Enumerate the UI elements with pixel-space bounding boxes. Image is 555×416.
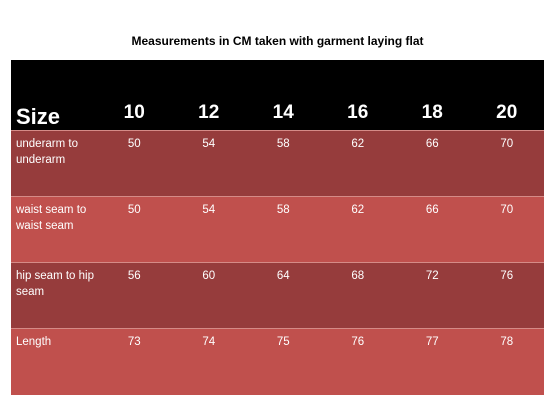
table-cell: 50 (97, 195, 172, 262)
table-cell: 50 (97, 129, 172, 196)
row-label: hip seam to hip seam (11, 261, 97, 328)
table-cell: 58 (246, 129, 321, 196)
table-cell: 56 (97, 261, 172, 328)
table-cell: 62 (320, 129, 395, 196)
table-row: Length 73 74 75 76 77 78 (11, 327, 544, 395)
row-label: Length (11, 327, 97, 395)
table-cell: 68 (320, 261, 395, 328)
table-row: underarm to underarm 50 54 58 62 66 70 (11, 129, 544, 196)
size-chart-table: Size 10 12 14 16 18 20 underarm to under… (11, 60, 544, 395)
table-cell: 75 (246, 327, 321, 395)
table-cell: 76 (469, 261, 544, 328)
table-cell: 66 (395, 195, 470, 262)
table-row: hip seam to hip seam 56 60 64 68 72 76 (11, 261, 544, 328)
table-cell: 76 (320, 327, 395, 395)
table-row: waist seam to waist seam 50 54 58 62 66 … (11, 195, 544, 262)
table-cell: 78 (469, 327, 544, 395)
table-cell: 60 (171, 261, 246, 328)
size-column-header: 18 (421, 101, 443, 123)
size-header-label: Size (16, 103, 61, 129)
table-cell: 70 (469, 129, 544, 196)
table-header-row: Size 10 12 14 16 18 20 (11, 60, 544, 130)
table-cell: 54 (171, 129, 246, 196)
size-column-header: 12 (198, 101, 220, 123)
table-cell: 64 (246, 261, 321, 328)
size-column-header: 10 (123, 101, 145, 123)
table-cell: 73 (97, 327, 172, 395)
table-cell: 70 (469, 195, 544, 262)
table-cell: 74 (171, 327, 246, 395)
size-column-header: 16 (347, 101, 369, 123)
table-cell: 72 (395, 261, 470, 328)
row-label: underarm to underarm (11, 129, 97, 196)
table-cell: 62 (320, 195, 395, 262)
page-title: Measurements in CM taken with garment la… (131, 34, 424, 48)
size-column-header: 14 (272, 101, 294, 123)
table-cell: 66 (395, 129, 470, 196)
size-column-header: 20 (496, 101, 518, 123)
row-label: waist seam to waist seam (11, 195, 97, 262)
table-cell: 77 (395, 327, 470, 395)
table-cell: 58 (246, 195, 321, 262)
table-cell: 54 (171, 195, 246, 262)
